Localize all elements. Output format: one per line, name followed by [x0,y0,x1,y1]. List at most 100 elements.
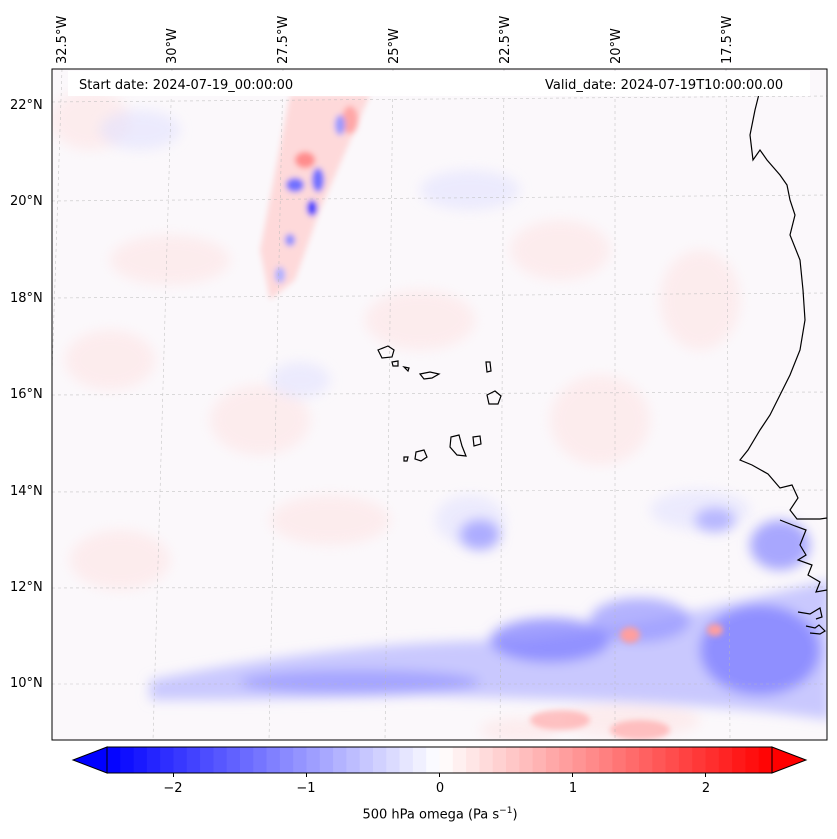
colorbar-cell [758,747,773,773]
colorbar-cell [373,747,387,773]
colorbar-tick-label: 1 [568,781,578,796]
colorbar-cell [705,747,720,773]
colorbar-cell [412,747,427,773]
colorbar-cell [253,747,268,773]
colorbar-cell [639,747,653,773]
colorbar-cell [572,747,587,773]
island-fogo [414,449,428,462]
colorbar-cell [492,747,507,773]
longitude-label: 27.5°W [276,15,291,64]
colorbar-cell [506,747,520,773]
longitude-label: 30°W [165,28,180,64]
valid-date-label: Valid_date: 2024-07-19T10:00:00.00 [545,78,784,93]
longitude-label: 25°W [387,28,402,64]
colorbar-tick-label: 0 [435,781,445,796]
omega-itcz-band [150,508,827,720]
colorbar-cell [213,747,228,773]
colorbar-cell [107,747,121,773]
latitude-label: 22°N [10,98,43,113]
colorbar-title-exponent: −1 [499,806,513,816]
island-maio [472,435,482,447]
island-santiago [449,434,467,457]
colorbar-cell [732,747,746,773]
colorbar-cell [466,747,480,773]
colorbar-cell [146,747,161,773]
colorbar-tick-label: 2 [701,781,711,796]
colorbar-cell [306,747,321,773]
latitude-label: 12°N [10,580,43,595]
island-brava [403,456,409,462]
colorbar-cell [625,747,640,773]
colorbar-cell [718,747,733,773]
colorbar-cell [665,747,680,773]
graticule [52,69,827,740]
omega-streak-northwest [260,95,370,300]
colorbar-cell [559,747,574,773]
start-date-label: Start date: 2024-07-19_00:00:00 [79,78,294,93]
colorbar-cell [346,747,361,773]
latitude-label: 16°N [10,387,43,402]
colorbar-tick-label: −1 [296,781,316,796]
latitude-label: 18°N [10,291,43,306]
latitude-label: 10°N [10,676,43,691]
latitude-label: 14°N [10,484,43,499]
colorbar-cell [479,747,494,773]
west-africa-coastline [739,89,827,635]
colorbar-cell [160,747,175,773]
colorbar-cell [279,747,294,773]
colorbar-cell [532,747,547,773]
map-frame [51,68,828,741]
colorbar-cell [186,747,201,773]
colorbar-extend-left [71,746,108,774]
island-sal [485,361,492,373]
colorbar-cells [107,747,773,773]
colorbar-cell [692,747,707,773]
date-header-strip [68,71,810,96]
colorbar-cell [386,747,401,773]
longitude-label: 17.5°W [720,15,735,64]
colorbar-title-suffix: ) [512,807,518,823]
island-sao-nicolau [418,371,441,380]
colorbar-cell [426,747,441,773]
cape-verde-islands [377,345,502,462]
colorbar-cell [745,747,760,773]
colorbar-cell [452,747,467,773]
colorbar-cell [240,747,254,773]
longitude-label: 22.5°W [498,15,513,64]
colorbar-cell [439,747,454,773]
latitude-label: 20°N [10,194,43,209]
island-boa-vista [486,390,502,405]
colorbar-cell [545,747,560,773]
omega-field-positive-faint [52,90,740,740]
colorbar-cell [652,747,667,773]
colorbar-ticks [173,773,706,777]
colorbar-cell [359,747,374,773]
colorbar-cell [599,747,613,773]
colorbar-cell [133,747,148,773]
colorbar-cell [333,747,347,773]
colorbar-title: 500 hPa omega (Pa s−1) [362,806,517,822]
colorbar [71,746,808,777]
colorbar-cell [319,747,334,773]
longitude-label: 20°W [609,28,624,64]
colorbar-cell [226,747,241,773]
island-sao-vicente [391,360,399,367]
island-santo-antao [377,345,395,359]
colorbar-cell [585,747,600,773]
colorbar-cell [678,747,693,773]
colorbar-cell [120,747,135,773]
colorbar-cell [612,747,627,773]
colorbar-cell [399,747,414,773]
colorbar-cell [200,747,214,773]
island-santa-luzia [402,366,410,373]
colorbar-title-text: 500 hPa omega (Pa s [362,807,500,823]
colorbar-extend-right [771,746,808,774]
colorbar-tick-label: −2 [163,781,183,796]
colorbar-cell [266,747,281,773]
longitude-label: 32.5°W [55,15,70,64]
colorbar-cell [293,747,308,773]
colorbar-cell [519,747,534,773]
colorbar-cell [173,747,188,773]
